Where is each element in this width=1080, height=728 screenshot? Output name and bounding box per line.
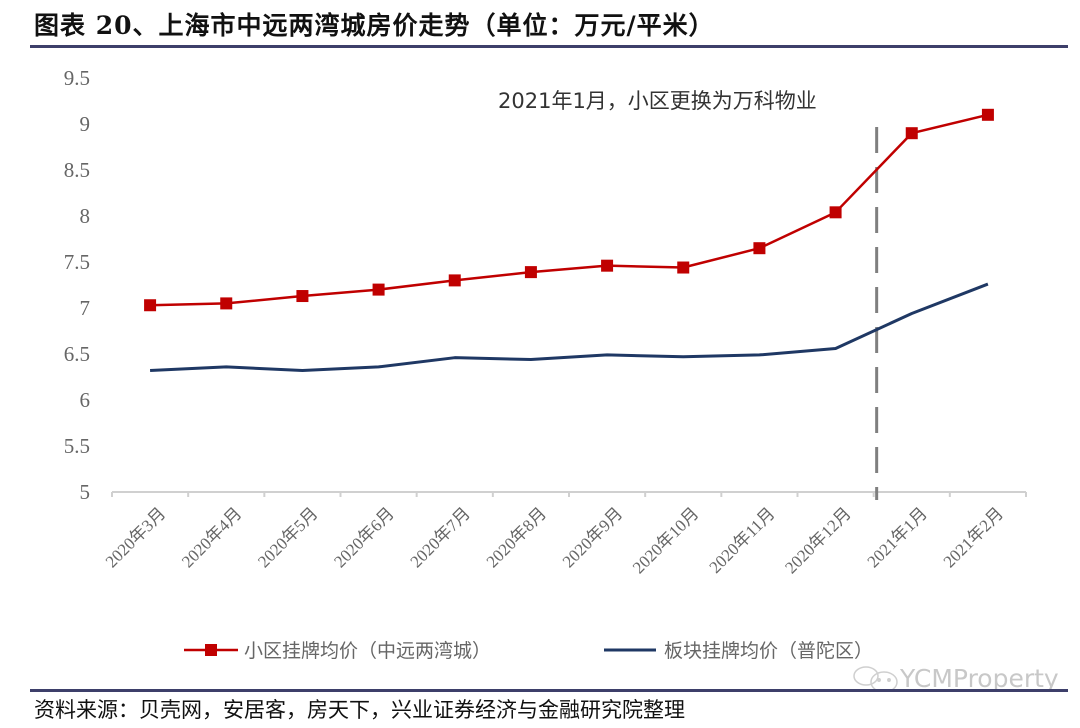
x-tick-label: 2020年3月: [102, 504, 170, 572]
square-marker-icon: [296, 290, 309, 303]
square-marker-icon: [981, 108, 994, 121]
legend-label-blue: 板块挂牌均价（普陀区）: [664, 640, 873, 662]
legend-square-marker-icon: [205, 644, 217, 656]
x-tick-label: 2020年7月: [406, 504, 474, 572]
square-marker-icon: [524, 266, 537, 279]
series-layer: [144, 108, 994, 373]
square-marker-icon: [601, 259, 614, 272]
x-tick-label: 2020年8月: [483, 504, 551, 572]
legend-item-blue[interactable]: 板块挂牌均价（普陀区）: [604, 640, 873, 662]
y-tick-label: 5: [80, 480, 91, 504]
x-tick-label: 2020年6月: [330, 504, 398, 572]
watermark-text: YCMProperty: [899, 664, 1059, 690]
wechat-icon: [853, 666, 898, 690]
y-tick-label: 8.5: [64, 158, 90, 182]
y-axis: 5 5.5 6 6.5 7 7.5 8 8.5 9 9.5: [64, 66, 90, 504]
line-chart: 55.566.577.588.599.5 2020年3月 2020年4月 2020年…: [64, 66, 1059, 690]
watermark: YCMProperty: [853, 664, 1059, 690]
square-marker-icon: [829, 206, 842, 219]
legend-item-red[interactable]: 小区挂牌均价（中远两湾城）: [184, 640, 491, 662]
square-marker-icon: [905, 127, 918, 140]
annotation-text: 2021年1月，小区更换为万科物业: [498, 89, 817, 113]
series-blue-line: [150, 282, 989, 373]
y-tick-label: 6.5: [64, 342, 90, 366]
square-marker-icon: [677, 261, 690, 274]
y-tick-label: 7: [80, 296, 91, 320]
y-tick-label: 9: [80, 112, 91, 136]
x-tick-label: 2020年4月: [178, 504, 246, 572]
source-note: 资料来源：贝壳网，安居客，房天下，兴业证券经济与金融研究院整理: [34, 698, 685, 722]
chart-title: 图表 20、上海市中远两湾城房价走势（单位：万元/平米）: [34, 11, 715, 40]
square-marker-icon: [220, 297, 233, 310]
x-tick-label: 2020年11月: [706, 504, 779, 577]
y-tick-label: 8: [80, 204, 91, 228]
y-tick-label: 9.5: [64, 66, 90, 90]
title-rule: [30, 45, 1068, 48]
y-tick-label: 7.5: [64, 250, 90, 274]
y-tick-label: 5.5: [64, 434, 90, 458]
legend-label-red: 小区挂牌均价（中远两湾城）: [244, 640, 491, 662]
legend: 小区挂牌均价（中远两湾城） 板块挂牌均价（普陀区）: [184, 640, 873, 662]
x-tick-label: 2021年1月: [863, 504, 931, 572]
x-axis: 2020年3月 2020年4月 2020年5月 2020年6月 2020年7月 2020年…: [102, 491, 1027, 578]
x-tick-label: 2020年9月: [559, 504, 627, 572]
y-tick-label: 6: [80, 388, 91, 412]
annotation: 2021年1月，小区更换为万科物业: [498, 89, 879, 500]
square-marker-icon: [753, 242, 766, 255]
x-tick-label: 2020年12月: [781, 504, 855, 578]
square-marker-icon: [372, 283, 385, 296]
x-tick-label: 2020年5月: [254, 504, 322, 572]
square-marker-icon: [448, 274, 461, 287]
x-tick-label: 2020年10月: [629, 504, 703, 578]
square-marker-icon: [144, 299, 157, 312]
series-red-line: [150, 113, 989, 307]
x-tick-label: 2021年2月: [940, 504, 1008, 572]
footer-rule: [30, 689, 1068, 692]
